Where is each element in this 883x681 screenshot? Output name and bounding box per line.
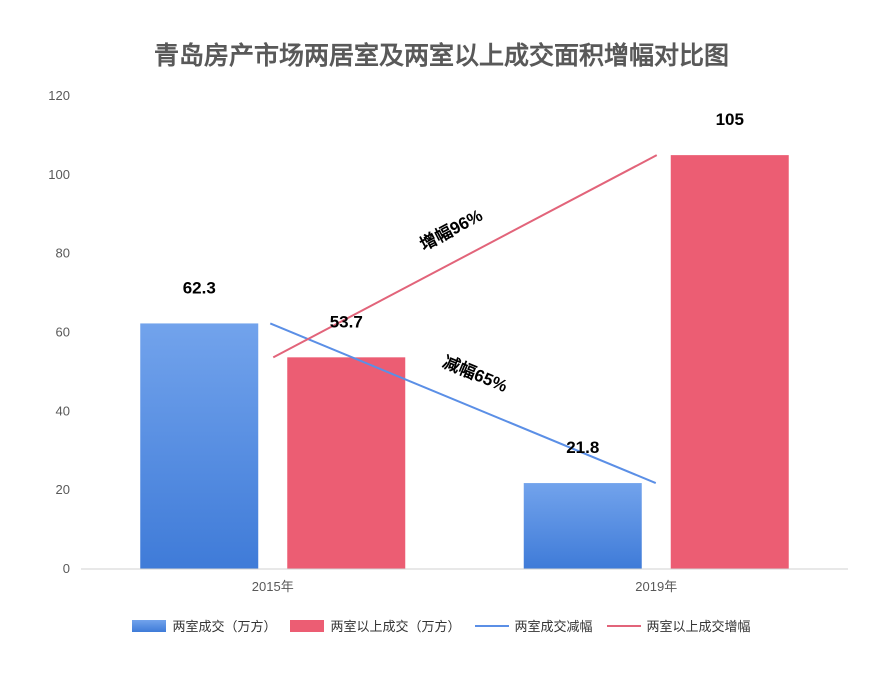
data-labels: 62.3 21.8 53.7 105	[183, 110, 744, 457]
bar-value-label: 105	[716, 110, 744, 129]
trend-annotation: 增幅96%	[416, 205, 486, 254]
bar-value-label: 21.8	[566, 438, 599, 457]
legend-item-above-two-room-increase[interactable]: 两室以上成交增幅	[606, 616, 751, 635]
y-axis: 0 20 40 60 80 100 120	[48, 88, 70, 576]
x-tick-label: 2019年	[635, 579, 677, 594]
y-tick-label: 60	[56, 325, 70, 340]
legend-swatch-blue-line	[474, 624, 509, 627]
y-tick-label: 0	[63, 561, 70, 576]
legend-item-above-two-room[interactable]: 两室以上成交（万方）	[290, 616, 461, 635]
trend-line[interactable]	[269, 322, 657, 484]
bar-value-label: 62.3	[183, 278, 216, 297]
x-axis: 2015年 2019年	[81, 568, 848, 594]
x-tick-label: 2015年	[252, 579, 294, 594]
legend-label: 两室以上成交增幅	[646, 620, 751, 635]
y-tick-label: 120	[48, 88, 70, 103]
bar[interactable]	[523, 483, 642, 569]
legend: 两室成交（万方） 两室以上成交（万方） 两室成交减幅 两室以上成交增幅	[0, 616, 883, 635]
bar[interactable]	[287, 357, 406, 569]
bar[interactable]	[140, 323, 259, 569]
y-tick-label: 100	[48, 167, 70, 182]
trend-annotation: 减幅65%	[440, 351, 511, 396]
legend-label: 两室成交减幅	[514, 620, 593, 635]
y-tick-label: 20	[56, 482, 70, 497]
trend-line[interactable]	[272, 154, 658, 359]
legend-label: 两室以上成交（万方）	[330, 620, 461, 635]
bars	[140, 155, 789, 569]
legend-swatch-red-bar	[290, 619, 325, 632]
legend-item-two-room-decline[interactable]: 两室成交减幅	[474, 616, 593, 635]
chart-title: 青岛房产市场两居室及两室以上成交面积增幅对比图	[153, 41, 729, 70]
bar[interactable]	[670, 155, 789, 569]
legend-item-two-room[interactable]: 两室成交（万方）	[132, 616, 276, 635]
bar-value-label: 53.7	[330, 312, 363, 331]
legend-swatch-blue-bar	[132, 619, 167, 632]
y-tick-label: 40	[56, 403, 70, 418]
legend-label: 两室成交（万方）	[172, 620, 277, 635]
y-tick-label: 80	[56, 246, 70, 261]
legend-swatch-red-line	[606, 624, 641, 627]
